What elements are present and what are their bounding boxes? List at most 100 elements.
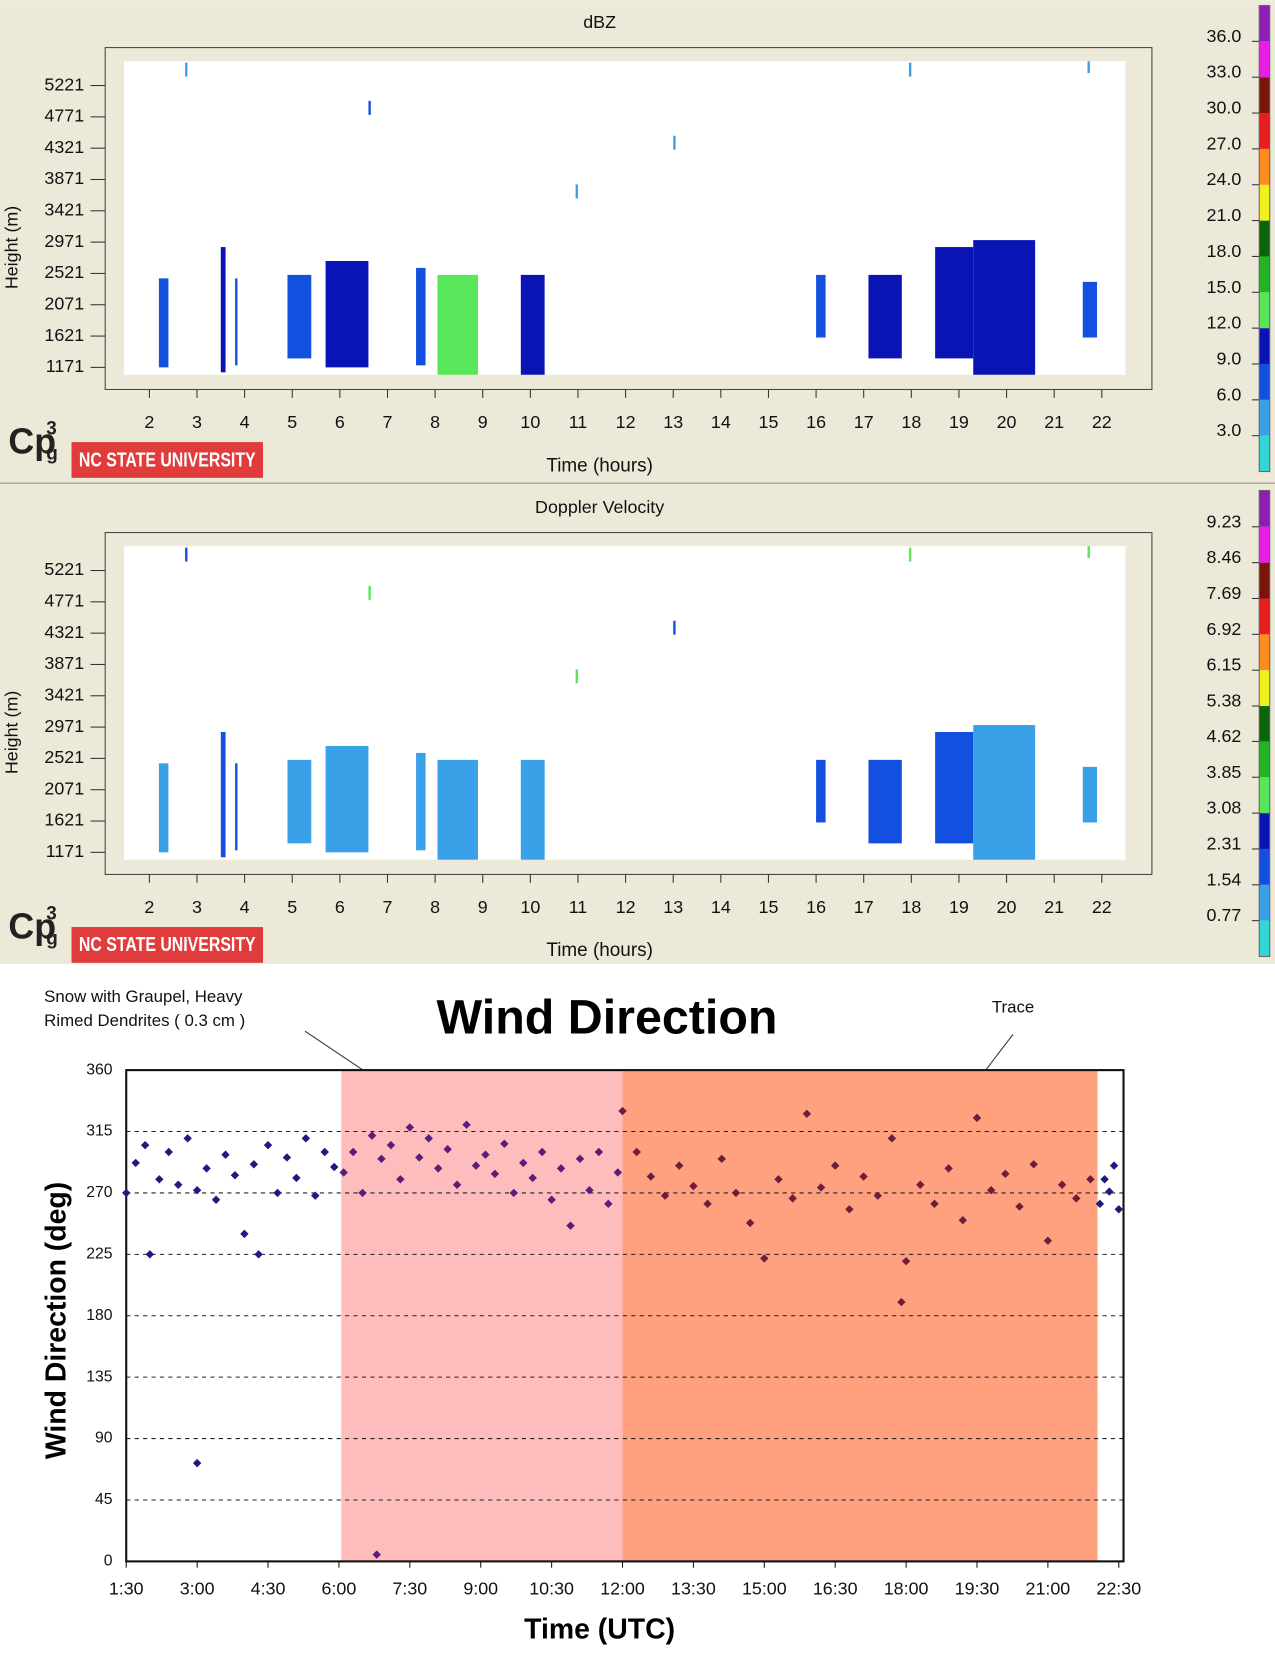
y-tick-label: 360 (86, 1061, 113, 1078)
colorbar-tick-label: 12.0 (1207, 313, 1242, 333)
point (745, 1218, 755, 1228)
x-tick-label: 13:30 (671, 1579, 716, 1599)
point (566, 1221, 575, 1230)
colorbar-segment (1259, 706, 1270, 742)
x-tick-label: 16 (806, 897, 826, 917)
echo (973, 725, 1036, 860)
colorbar-segment (1259, 363, 1270, 400)
x-tick-label: 7 (383, 412, 393, 432)
echo (673, 620, 676, 635)
echo (816, 759, 826, 823)
logo-subscript: g (46, 444, 58, 465)
point (433, 1164, 443, 1173)
point (329, 1162, 339, 1172)
point (273, 1188, 282, 1198)
x-tick-label: 14 (711, 897, 731, 917)
echo (158, 763, 169, 853)
colorbar-tick-label: 18.0 (1207, 241, 1242, 261)
x-axis-label: Time (UTC) (524, 1613, 675, 1645)
colorbar-segment (1259, 634, 1270, 671)
colorbar-tick-label: 5.38 (1207, 691, 1242, 711)
y-axis-label: Height (m) (1, 691, 21, 774)
point (301, 1134, 311, 1143)
x-axis-label: Time (hours) (546, 455, 653, 476)
x-tick-label: 16:30 (813, 1579, 858, 1599)
echo (416, 267, 426, 366)
colorbar-tick-label: 21.0 (1207, 205, 1242, 225)
y-tick-label: 5221 (44, 74, 84, 94)
y-tick-label: 2521 (44, 747, 84, 767)
point (386, 1140, 396, 1150)
x-tick-label: 21 (1044, 412, 1064, 432)
logo-text: Cp (8, 907, 56, 947)
colorbar-segment (1259, 256, 1270, 293)
point (618, 1106, 627, 1116)
x-tick-label: 22 (1092, 412, 1112, 432)
colorbar-tick-label: 3.0 (1216, 420, 1241, 440)
x-tick-label: 12:00 (600, 1579, 645, 1599)
x-tick-label: 10 (520, 897, 540, 917)
y-tick-label: 3871 (44, 168, 84, 188)
annotation-leader (304, 1030, 364, 1071)
x-tick-label: 4:30 (251, 1579, 286, 1599)
echo (1087, 546, 1090, 559)
x-tick-label: 20 (997, 412, 1017, 432)
colorbar-segment (1259, 220, 1270, 257)
point (859, 1172, 868, 1181)
colorbar-tick-label: 9.0 (1216, 349, 1241, 369)
y-axis-label: Wind Direction (deg) (40, 1182, 72, 1459)
x-tick-label: 18 (901, 897, 921, 917)
echo (973, 240, 1036, 375)
colorbar-segment (1259, 813, 1270, 849)
y-tick-label: 45 (95, 1491, 113, 1508)
x-tick-label: 1:30 (109, 1579, 144, 1599)
x-tick-label: 19 (949, 897, 969, 917)
y-tick-label: 2071 (44, 778, 84, 798)
echo (220, 247, 226, 373)
logo-banner (71, 442, 263, 478)
logo-superscript: 3 (46, 903, 57, 924)
echo (1082, 766, 1098, 823)
point (367, 1131, 377, 1140)
point (585, 1185, 594, 1195)
colorbar-tick-label: 27.0 (1207, 133, 1242, 153)
colorbar-tick-label: 0.77 (1207, 905, 1242, 925)
point (613, 1168, 622, 1177)
x-tick-label: 12 (616, 897, 636, 917)
echo (325, 260, 369, 368)
x-tick-label: 3 (192, 412, 202, 432)
chart-title: dBZ (583, 12, 616, 32)
colorbar-frame (1258, 489, 1271, 958)
colorbar-tick-label: 36.0 (1207, 26, 1242, 46)
point (405, 1123, 415, 1132)
colorbar-segment (1259, 113, 1270, 149)
span-annotation: Trace (992, 997, 1034, 1016)
colorbar-tick-label: 6.15 (1207, 655, 1242, 675)
echo (185, 547, 188, 562)
point (901, 1256, 911, 1266)
echo (935, 247, 974, 359)
colorbar-segment (1259, 41, 1270, 78)
y-tick-label: 270 (86, 1184, 113, 1201)
echo (908, 62, 912, 77)
point (1100, 1175, 1109, 1184)
point (1057, 1180, 1067, 1189)
x-tick-label: 12 (616, 412, 636, 432)
colorbar-frame (1258, 4, 1271, 473)
point (202, 1164, 211, 1173)
x-tick-label: 5 (287, 412, 297, 432)
y-tick-label: 90 (95, 1430, 113, 1447)
echo (1087, 61, 1090, 74)
point (774, 1175, 783, 1184)
y-tick-label: 3421 (44, 200, 84, 220)
point (873, 1191, 882, 1200)
point (490, 1169, 500, 1179)
point (1095, 1199, 1105, 1209)
x-tick-label: 15:00 (742, 1579, 787, 1599)
colorbar-tick-label: 3.08 (1207, 798, 1242, 818)
echo (673, 135, 676, 150)
point (788, 1194, 797, 1203)
echo (437, 759, 478, 860)
point (145, 1250, 155, 1259)
